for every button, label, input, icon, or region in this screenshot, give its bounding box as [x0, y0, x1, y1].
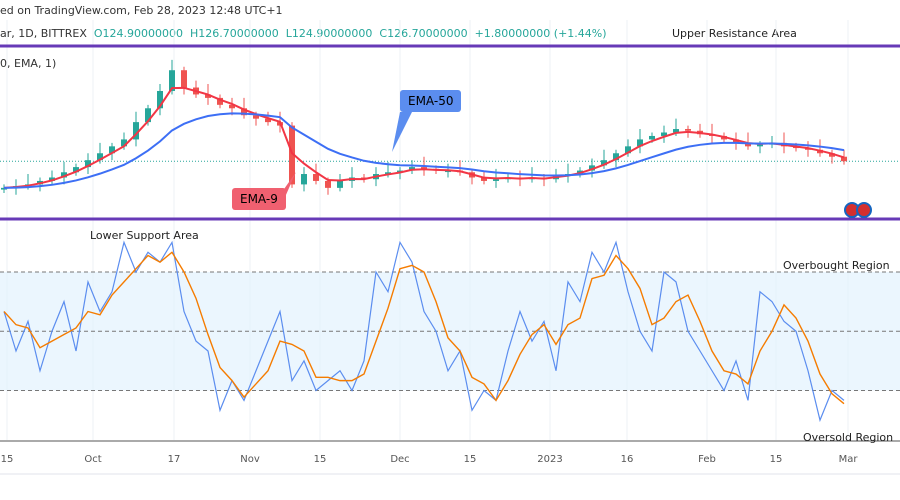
upper-resistance-label: Upper Resistance Area	[672, 27, 797, 40]
candle	[73, 167, 79, 173]
ema50-pointer	[392, 112, 412, 152]
candle	[745, 142, 751, 147]
candle	[649, 135, 655, 140]
oscillator-d-line	[3, 251, 845, 405]
candle	[445, 170, 451, 173]
candle	[337, 180, 343, 188]
candle	[481, 177, 487, 181]
candle	[661, 132, 667, 136]
candle	[253, 115, 259, 119]
ema9-callout: EMA-9	[232, 188, 286, 210]
candle	[757, 144, 763, 147]
candle	[397, 170, 403, 173]
candle	[601, 160, 607, 166]
candle	[685, 129, 691, 131]
candle	[229, 104, 235, 109]
candle	[97, 153, 103, 161]
symbol: ar, 1D, BITTREX	[0, 27, 87, 40]
x-tick-label: Feb	[698, 454, 716, 465]
candle	[1, 187, 7, 190]
candle	[589, 165, 595, 171]
ema9-line	[3, 86, 845, 189]
open-value: O124.90000000	[93, 27, 184, 40]
candle	[265, 118, 271, 123]
candle	[205, 94, 211, 98]
candle	[61, 172, 67, 178]
candle	[841, 156, 847, 162]
candle	[85, 160, 91, 168]
candle	[301, 174, 307, 185]
lower-support-label: Lower Support Area	[90, 229, 199, 242]
candle	[145, 108, 151, 123]
candle	[325, 180, 331, 188]
oscillator-k-line	[3, 240, 845, 423]
x-tick-label: Nov	[240, 454, 260, 465]
candle	[625, 146, 631, 154]
x-tick-label: Mar	[839, 454, 859, 465]
candle	[181, 70, 187, 88]
x-tick-label: 16	[621, 454, 634, 465]
x-tick-label: Oct	[84, 454, 101, 465]
candle	[133, 122, 139, 140]
low-value: L124.90000000	[285, 27, 373, 40]
candle	[385, 172, 391, 175]
published-text: ed on TradingView.com, Feb 28, 2023 12:4…	[0, 4, 283, 17]
indicator-label: 0, EMA, 1)	[0, 57, 57, 70]
candle	[169, 70, 175, 91]
candle	[109, 146, 115, 154]
x-tick-label: 2023	[537, 454, 562, 465]
candle	[289, 125, 295, 185]
candle	[49, 177, 55, 181]
candle	[829, 153, 835, 157]
change-value: +1.80000000 (+1.44%)	[474, 27, 607, 40]
candle	[421, 167, 427, 169]
candle	[121, 139, 127, 147]
x-tick-label: 15	[1, 454, 14, 465]
x-tick-label: Dec	[390, 454, 409, 465]
candle	[613, 153, 619, 161]
candle	[217, 97, 223, 105]
ohlc-legend: ar, 1D, BITTREX O124.90000000 H126.70000…	[0, 27, 607, 40]
x-tick-label: 15	[770, 454, 783, 465]
flag-icon	[856, 202, 872, 218]
candle	[637, 139, 643, 147]
ema50-callout: EMA-50	[400, 90, 462, 112]
candle	[313, 174, 319, 181]
close-value: C126.70000000	[379, 27, 468, 40]
overbought-label: Overbought Region	[783, 259, 890, 272]
candle	[733, 139, 739, 143]
x-tick-label: 17	[168, 454, 181, 465]
candle	[493, 179, 499, 181]
candle	[673, 129, 679, 133]
x-tick-label: 15	[464, 454, 477, 465]
x-tick-label: 15	[314, 454, 327, 465]
oversold-label: Oversold Region	[803, 431, 894, 444]
candle	[241, 108, 247, 116]
high-value: H126.70000000	[190, 27, 279, 40]
candle	[157, 90, 163, 109]
ema50-line	[3, 112, 845, 189]
